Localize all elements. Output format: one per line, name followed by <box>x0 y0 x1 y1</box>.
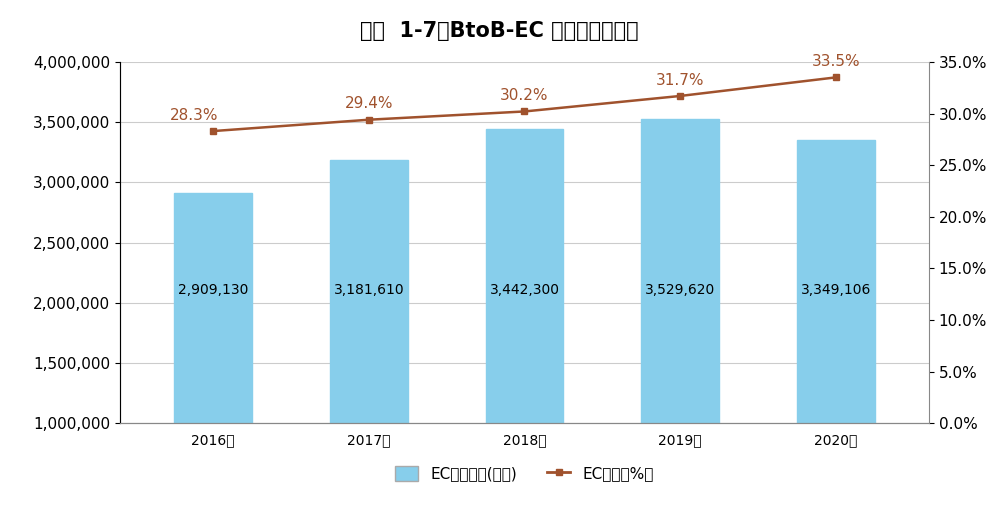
Legend: EC市場規模(億円), EC化率（%）: EC市場規模(億円), EC化率（%） <box>389 460 660 488</box>
Text: 28.3%: 28.3% <box>170 108 219 123</box>
Text: 31.7%: 31.7% <box>655 73 704 88</box>
Bar <box>330 160 408 516</box>
Text: 図表  1-7：BtoB-EC 市場規模の推移: 図表 1-7：BtoB-EC 市場規模の推移 <box>361 21 638 41</box>
Text: 3,181,610: 3,181,610 <box>334 283 405 297</box>
Text: 3,349,106: 3,349,106 <box>800 283 871 297</box>
Bar <box>175 194 252 516</box>
Bar <box>797 140 874 516</box>
Text: 33.5%: 33.5% <box>811 54 860 69</box>
Bar <box>486 129 563 516</box>
Text: 29.4%: 29.4% <box>345 96 394 111</box>
Text: 3,529,620: 3,529,620 <box>645 283 715 297</box>
Text: 3,442,300: 3,442,300 <box>490 283 559 297</box>
Text: 30.2%: 30.2% <box>500 88 548 103</box>
Bar <box>641 119 719 516</box>
Text: 2,909,130: 2,909,130 <box>178 283 249 297</box>
